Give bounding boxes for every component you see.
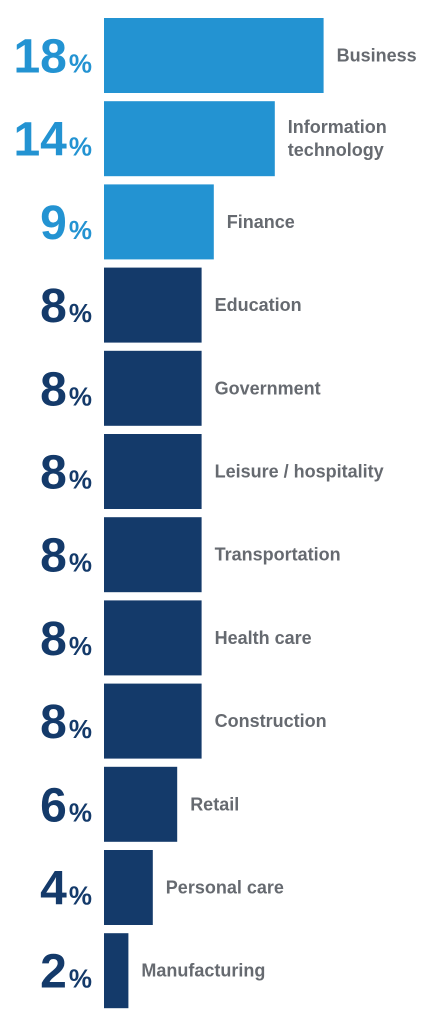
category-label-line: Government bbox=[215, 378, 321, 398]
bar bbox=[104, 18, 324, 93]
category-label: Transportation bbox=[215, 545, 341, 565]
value-percent-sign: % bbox=[69, 548, 92, 578]
value-label: 4% bbox=[40, 863, 92, 916]
value-percent-sign: % bbox=[69, 631, 92, 661]
bar bbox=[104, 184, 214, 260]
category-label-line: Personal care bbox=[166, 878, 284, 898]
value-number: 9 bbox=[40, 197, 67, 250]
bar-row: 2% Manufacturing bbox=[40, 933, 265, 1009]
value-number: 8 bbox=[40, 696, 67, 749]
bar bbox=[104, 267, 202, 343]
category-label: Government bbox=[215, 378, 321, 398]
category-label: Personal care bbox=[166, 878, 284, 898]
category-label-line: Transportation bbox=[215, 545, 341, 565]
category-label: Construction bbox=[215, 711, 327, 731]
value-label: 8% bbox=[40, 696, 92, 749]
value-percent-sign: % bbox=[69, 215, 92, 245]
category-label-line: technology bbox=[288, 140, 384, 160]
value-label: 8% bbox=[40, 447, 92, 500]
bar-row: 8% Education bbox=[40, 267, 302, 343]
value-label: 2% bbox=[40, 946, 92, 999]
bar bbox=[104, 600, 202, 676]
bar bbox=[104, 683, 202, 759]
value-percent-sign: % bbox=[69, 298, 92, 328]
value-number: 8 bbox=[40, 530, 67, 583]
bar-row: 4% Personal care bbox=[40, 850, 284, 925]
value-number: 8 bbox=[40, 447, 67, 500]
value-number: 4 bbox=[40, 863, 67, 916]
category-label-line: Finance bbox=[227, 212, 295, 232]
value-percent-sign: % bbox=[69, 964, 92, 994]
bar bbox=[104, 850, 153, 925]
value-percent-sign: % bbox=[69, 49, 92, 79]
category-label-line: Education bbox=[215, 295, 302, 315]
value-number: 8 bbox=[40, 280, 67, 333]
category-label: Leisure / hospitality bbox=[215, 462, 384, 482]
value-label: 8% bbox=[40, 363, 92, 416]
value-percent-sign: % bbox=[69, 465, 92, 495]
value-number: 8 bbox=[40, 613, 67, 666]
category-label: Retail bbox=[190, 794, 239, 814]
value-label: 8% bbox=[40, 613, 92, 666]
bar-row: 8% Government bbox=[40, 350, 321, 426]
value-percent-sign: % bbox=[69, 132, 92, 162]
category-label: Business bbox=[337, 46, 417, 66]
category-label: Finance bbox=[227, 212, 295, 232]
bar-row: 6% Retail bbox=[40, 766, 239, 842]
value-label: 8% bbox=[40, 530, 92, 583]
category-label-line: Health care bbox=[215, 628, 312, 648]
bar-row: 18% Business bbox=[13, 18, 417, 93]
value-percent-sign: % bbox=[69, 381, 92, 411]
value-label: 8% bbox=[40, 280, 92, 333]
bar-row: 8% Leisure / hospitality bbox=[40, 434, 384, 509]
value-percent-sign: % bbox=[69, 714, 92, 744]
category-label-line: Leisure / hospitality bbox=[215, 462, 384, 482]
category-label-line: Information bbox=[288, 117, 387, 137]
value-number: 14 bbox=[13, 114, 67, 167]
bar bbox=[104, 350, 202, 426]
category-label-line: Retail bbox=[190, 794, 239, 814]
bar-row: 8% Construction bbox=[40, 683, 327, 759]
category-label-line: Manufacturing bbox=[141, 961, 265, 981]
bar-row: 8% Transportation bbox=[40, 517, 341, 593]
bar bbox=[104, 766, 178, 842]
category-label: Education bbox=[215, 295, 302, 315]
bar bbox=[104, 434, 202, 509]
value-number: 18 bbox=[13, 31, 66, 84]
bar bbox=[104, 517, 202, 593]
value-percent-sign: % bbox=[69, 881, 92, 911]
bar bbox=[104, 101, 275, 177]
value-label: 14% bbox=[13, 114, 92, 167]
bar bbox=[104, 933, 129, 1009]
bar-row: 14% Information technology bbox=[13, 101, 387, 177]
bar-row: 8% Health care bbox=[40, 600, 312, 676]
value-percent-sign: % bbox=[69, 797, 92, 827]
category-label: Manufacturing bbox=[141, 961, 265, 981]
value-number: 8 bbox=[40, 363, 67, 416]
bar-row: 9% Finance bbox=[40, 184, 295, 260]
category-label-line: Construction bbox=[215, 711, 327, 731]
value-label: 18% bbox=[13, 31, 92, 84]
category-label: Health care bbox=[215, 628, 312, 648]
category-label: Information technology bbox=[288, 117, 387, 160]
value-label: 9% bbox=[40, 197, 92, 250]
value-label: 6% bbox=[40, 779, 92, 832]
category-label-line: Business bbox=[337, 46, 417, 66]
value-number: 2 bbox=[40, 946, 67, 999]
value-number: 6 bbox=[40, 779, 67, 832]
